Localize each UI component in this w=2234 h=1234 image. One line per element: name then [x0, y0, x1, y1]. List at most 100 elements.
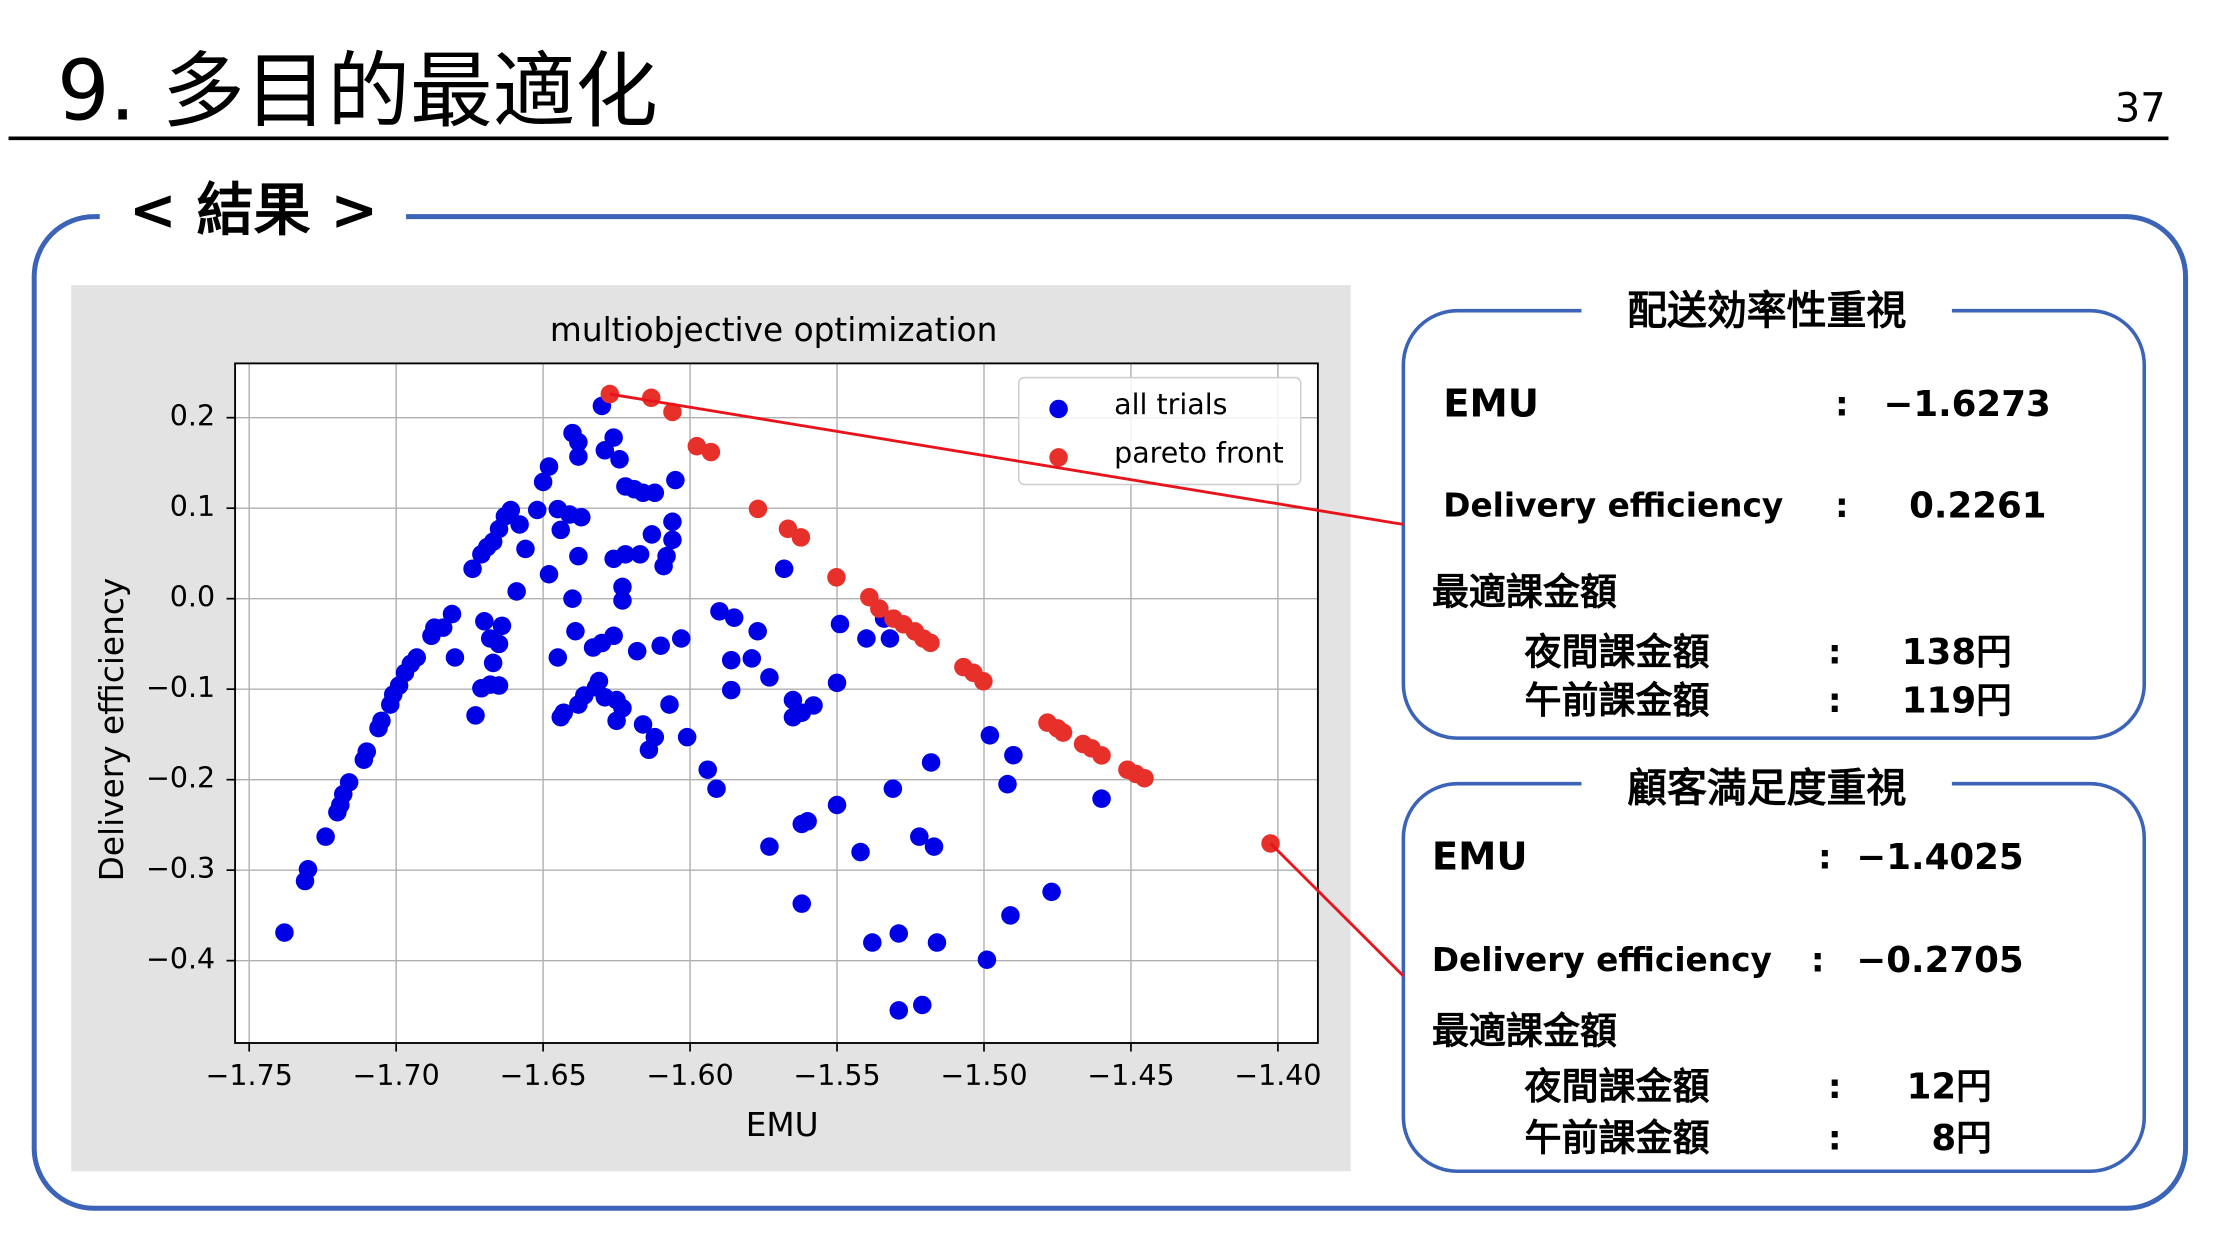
scatter-point	[677, 727, 697, 747]
scatter-point	[910, 827, 929, 846]
page-number: 37	[2115, 86, 2166, 132]
chart-title: multiobjective optimization	[550, 311, 997, 349]
x-tick-label: −1.60	[646, 1059, 733, 1092]
scatter-point	[633, 715, 653, 734]
panel-subheading: 最適課金額	[1432, 1010, 1617, 1053]
scatter-point	[572, 507, 591, 527]
scatter-point	[604, 428, 623, 447]
scatter-point	[357, 742, 377, 761]
scatter-point	[516, 539, 535, 559]
panel-heading: 配送効率性重視	[1627, 288, 1906, 334]
chart: multiobjective optimization EMU Delivery…	[71, 285, 1351, 1172]
scatter-point	[774, 559, 794, 579]
scatter-point	[489, 634, 509, 654]
plot-frame	[234, 362, 1319, 1044]
scatter-point	[742, 649, 762, 668]
x-axis-label: EMU	[746, 1106, 819, 1144]
scatter-point	[924, 837, 944, 856]
row-value: −1.6273	[1884, 384, 2051, 425]
scatter-point	[651, 636, 670, 655]
scatter-point	[701, 442, 721, 462]
x-tick-label: −1.40	[1234, 1059, 1321, 1092]
scatter-point	[645, 483, 665, 503]
fee-separator: :	[1828, 1118, 1842, 1158]
scatter-point	[663, 512, 682, 532]
slide-title: 9. 多目的最適化	[57, 43, 658, 139]
row-separator: :	[1818, 838, 1832, 878]
legend-label: all trials	[1114, 388, 1227, 421]
x-tick-label: −1.70	[353, 1059, 440, 1092]
scatter-point	[671, 629, 691, 648]
scatter-point	[339, 773, 359, 792]
scatter-point	[748, 499, 768, 519]
scatter-point	[666, 470, 685, 490]
scatter-point	[630, 545, 650, 564]
panel-heading-bg	[1581, 285, 1952, 343]
scatter-point	[616, 545, 635, 564]
scatter-point	[527, 500, 547, 520]
x-tick-label: −1.50	[940, 1059, 1027, 1092]
section-label-bg	[99, 178, 407, 257]
row-value: −0.2705	[1856, 940, 2023, 981]
scatter-point	[913, 995, 932, 1015]
legend-marker	[1049, 399, 1068, 419]
scatter-point	[298, 859, 318, 879]
scatter-point	[663, 530, 682, 550]
scatter-point	[889, 924, 909, 943]
scatter-point	[857, 629, 876, 648]
y-tick-label: −0.4	[146, 943, 215, 976]
fee-value: 119円	[1902, 680, 2012, 721]
row-value: 0.2261	[1909, 485, 2046, 526]
row-separator: :	[1835, 385, 1849, 425]
scatter-point	[791, 528, 811, 547]
panel-subheading: 最適課金額	[1432, 571, 1617, 614]
scatter-point	[613, 591, 632, 610]
scatter-point	[980, 726, 1000, 745]
scatter-point	[472, 679, 491, 698]
panel: 顧客満足度重視 EMU : −1.4025 Delivery efficienc…	[1401, 762, 2147, 1174]
row-label: EMU	[1443, 382, 1539, 427]
y-tick-label: −0.3	[146, 852, 215, 885]
scatter-point	[760, 837, 779, 856]
legend-marker	[1049, 448, 1068, 467]
scatter-point	[977, 950, 997, 970]
scatter-point	[707, 779, 726, 798]
scatter-point	[1004, 745, 1023, 765]
y-tick-label: 0.1	[170, 490, 215, 523]
scatter-point	[554, 703, 573, 722]
fee-separator: :	[1828, 681, 1842, 721]
scatter-point	[880, 629, 900, 648]
scatter-point	[863, 933, 882, 952]
scatter-point	[698, 760, 717, 779]
x-tick-label: −1.55	[793, 1059, 880, 1092]
callout-line	[1269, 842, 1405, 978]
scatter-point	[804, 696, 823, 715]
scatter-point	[613, 577, 632, 597]
fee-value: 12円	[1907, 1067, 1992, 1108]
y-tick-label: −0.1	[146, 671, 215, 704]
scatter-point	[548, 648, 568, 667]
x-tick-label: −1.45	[1087, 1059, 1174, 1092]
results-frame	[31, 214, 2189, 1211]
row-label: Delivery efficiency	[1432, 941, 1772, 979]
scatter-point	[827, 568, 846, 587]
scatter-point	[569, 695, 588, 714]
fee-label: 午前課金額	[1524, 679, 1709, 722]
scatter-point	[607, 711, 626, 731]
scatter-point	[642, 388, 661, 408]
row-value: −1.4025	[1856, 837, 2023, 878]
scatter-point	[445, 648, 465, 667]
callout-line	[609, 392, 1404, 526]
scatter-point	[501, 500, 521, 520]
scatter-point	[483, 653, 503, 673]
scatter-point	[927, 933, 947, 952]
scatter-point	[710, 602, 729, 621]
scatter-point	[533, 472, 553, 492]
legend-label: pareto front	[1114, 437, 1284, 470]
scatter-point	[489, 676, 509, 695]
scatter-point	[316, 827, 335, 846]
y-axis-label: Delivery efficiency	[93, 578, 131, 882]
scatter-point	[783, 707, 803, 727]
